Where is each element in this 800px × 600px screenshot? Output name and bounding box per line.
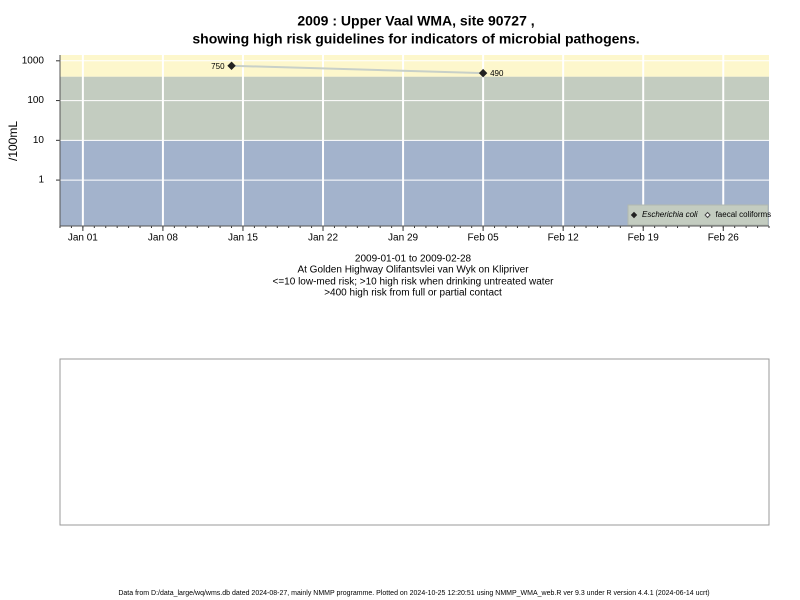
note: >400 high risk from full or partial cont…	[324, 288, 502, 299]
y-axis-label: /100mL	[6, 121, 20, 161]
y-tick-label: 10	[33, 135, 45, 146]
x-tick-label: Jan 29	[388, 233, 418, 244]
note: 2009-01-01 to 2009-02-28	[355, 254, 472, 265]
y-tick-label: 1	[38, 175, 44, 186]
series-line	[231, 64, 484, 75]
note: <=10 low-med risk; >10 high risk when dr…	[273, 277, 555, 288]
legend-label: faecal coliforms	[716, 210, 772, 219]
x-tick-label: Feb 12	[548, 233, 580, 244]
y-tick-label: 100	[27, 95, 44, 106]
x-tick-label: Feb 05	[468, 233, 500, 244]
data-point	[227, 61, 236, 70]
legend-marker	[704, 211, 711, 219]
legend-box	[627, 204, 769, 226]
y-tick-label: 1000	[22, 55, 45, 66]
x-tick-label: Feb 19	[628, 233, 660, 244]
legend-label: Escherichia coli	[642, 210, 698, 219]
footer: Data from D:/data_large/wq/wms.db dated …	[118, 590, 709, 597]
x-tick-label: Feb 26	[708, 233, 740, 244]
risk-band	[60, 55, 769, 77]
data-point	[478, 68, 488, 78]
chart-title: 2009 : Upper Vaal WMA, site 90727 ,	[297, 13, 534, 29]
note: At Golden Highway Olifantsvlei van Wyk o…	[297, 265, 529, 276]
data-label: 490	[490, 69, 504, 78]
legend-marker	[630, 211, 638, 219]
empty-panel	[59, 358, 770, 526]
data-label: 750	[211, 62, 225, 71]
x-tick-label: Jan 15	[228, 233, 258, 244]
risk-band	[60, 76, 769, 141]
x-tick-label: Jan 08	[148, 233, 178, 244]
x-tick-label: Jan 01	[68, 233, 98, 244]
chart-subtitle: showing high risk guidelines for indicat…	[192, 31, 639, 47]
x-tick-label: Jan 22	[308, 233, 338, 244]
